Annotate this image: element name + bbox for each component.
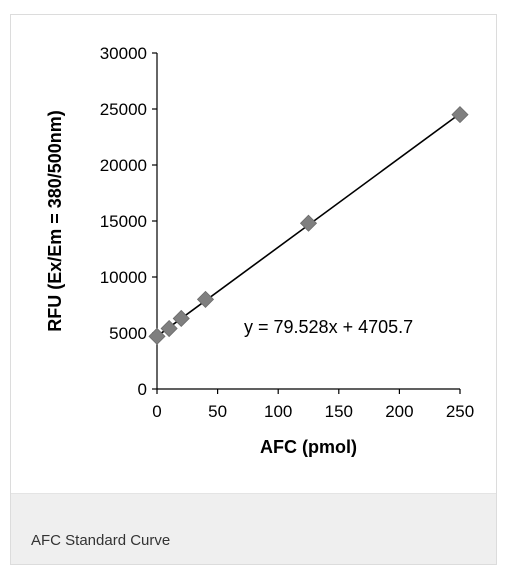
x-tick-label: 250 [446, 402, 474, 421]
y-tick-label: 30000 [100, 44, 147, 63]
x-tick-label: 50 [208, 402, 227, 421]
x-axis: 0 50 100 150 200 250 [152, 388, 474, 421]
data-point-marker [148, 327, 166, 345]
y-tick-label: 0 [138, 380, 147, 399]
data-point-marker [172, 309, 190, 328]
x-axis-label: AFC (pmol) [260, 437, 357, 457]
x-tick-label: 0 [152, 402, 161, 421]
data-point-marker [299, 214, 318, 232]
y-tick-label: 25000 [100, 100, 147, 119]
trendline-equation: y = 79.528x + 4705.7 [244, 317, 413, 337]
y-tick-label: 20000 [100, 156, 147, 175]
data-point-marker [160, 319, 178, 338]
data-points [148, 106, 469, 345]
x-tick-label: 150 [325, 402, 353, 421]
y-axis: 0 5000 10000 15000 20000 25000 30000 [100, 44, 158, 399]
y-tick-label: 10000 [100, 268, 147, 287]
figure-caption: AFC Standard Curve [31, 532, 171, 549]
standard-curve-chart: 0 5000 10000 15000 20000 25000 30000 0 50 100 150… [45, 44, 474, 457]
y-axis-label: RFU (Ex/Em = 380/500nm) [45, 110, 65, 332]
chart-area: 0 5000 10000 15000 20000 25000 30000 0 50 100 150… [11, 15, 496, 493]
x-tick-label: 100 [264, 402, 292, 421]
caption-bar: AFC Standard Curve [11, 493, 496, 564]
x-tick-label: 200 [385, 402, 413, 421]
data-point-marker [451, 106, 469, 124]
y-tick-label: 5000 [109, 324, 147, 343]
data-point-marker [196, 290, 215, 308]
y-tick-label: 15000 [100, 212, 147, 231]
figure-card: 0 5000 10000 15000 20000 25000 30000 0 50 100 150… [10, 14, 497, 565]
